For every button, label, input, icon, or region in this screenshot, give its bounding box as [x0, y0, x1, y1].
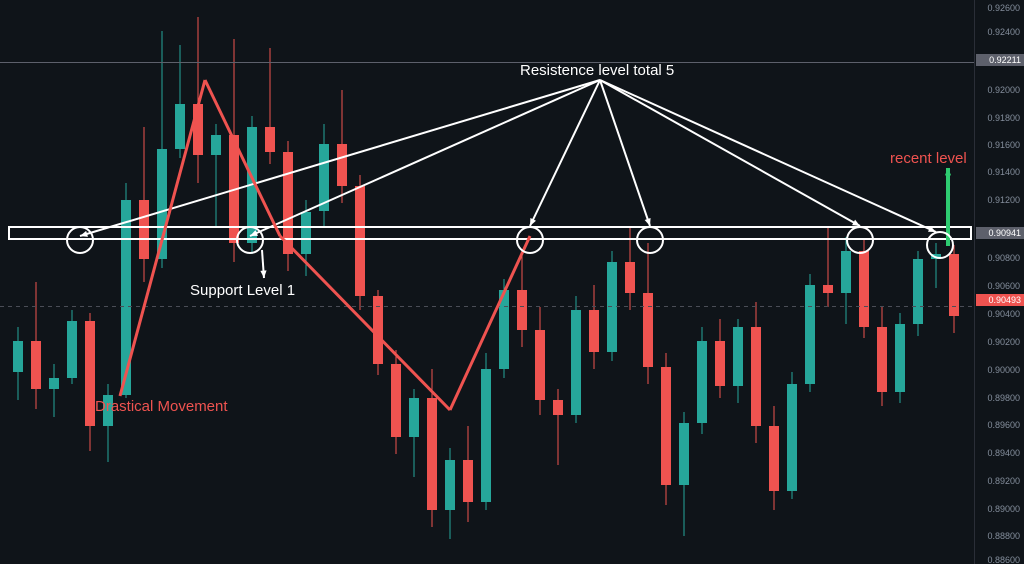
candle [748, 0, 764, 564]
y-axis-label: 0.90600 [987, 281, 1020, 291]
candle [478, 0, 494, 564]
touch-point-circle [636, 226, 664, 254]
candle [334, 0, 350, 564]
horizontal-level-line [0, 62, 974, 63]
candle [604, 0, 620, 564]
y-axis-label: 0.88600 [987, 555, 1020, 564]
candle [712, 0, 728, 564]
candle [28, 0, 44, 564]
price-tag: 0.92211 [976, 54, 1024, 66]
candle [100, 0, 116, 564]
candle [730, 0, 746, 564]
candle [550, 0, 566, 564]
candle [316, 0, 332, 564]
candle [658, 0, 674, 564]
y-axis-label: 0.89200 [987, 476, 1020, 486]
candle [298, 0, 314, 564]
touch-point-circle [516, 226, 544, 254]
candle [694, 0, 710, 564]
candle [496, 0, 512, 564]
touch-point-circle [66, 226, 94, 254]
price-tag: 0.90941 [976, 227, 1024, 239]
candlestick-chart[interactable]: Resistence level total 5Support Level 1D… [0, 0, 1024, 564]
candle [766, 0, 782, 564]
candle [406, 0, 422, 564]
y-axis-label: 0.91800 [987, 113, 1020, 123]
candle [424, 0, 440, 564]
candle [46, 0, 62, 564]
y-axis-label: 0.91200 [987, 195, 1020, 205]
candle [622, 0, 638, 564]
candle [82, 0, 98, 564]
candle [874, 0, 890, 564]
y-axis-label: 0.91400 [987, 167, 1020, 177]
candle [208, 0, 224, 564]
candle [190, 0, 206, 564]
support-resistance-zone [8, 226, 972, 240]
y-axis-label: 0.89800 [987, 393, 1020, 403]
touch-point-circle [846, 226, 874, 254]
candle [442, 0, 458, 564]
candle [388, 0, 404, 564]
candle [10, 0, 26, 564]
candle [514, 0, 530, 564]
candle [154, 0, 170, 564]
y-axis-label: 0.88800 [987, 531, 1020, 541]
candle [892, 0, 908, 564]
candle [676, 0, 692, 564]
candle [640, 0, 656, 564]
candle [802, 0, 818, 564]
y-axis-label: 0.89600 [987, 420, 1020, 430]
candle [928, 0, 944, 564]
candle [784, 0, 800, 564]
candle [586, 0, 602, 564]
y-axis-label: 0.90800 [987, 253, 1020, 263]
candle [226, 0, 242, 564]
candle [838, 0, 854, 564]
candle [280, 0, 296, 564]
candle [532, 0, 548, 564]
candle [352, 0, 368, 564]
candle [244, 0, 260, 564]
candle [262, 0, 278, 564]
candle [172, 0, 188, 564]
y-axis-label: 0.92600 [987, 3, 1020, 13]
candle [136, 0, 152, 564]
candle [370, 0, 386, 564]
candle [64, 0, 80, 564]
candle [460, 0, 476, 564]
y-axis-label: 0.89400 [987, 448, 1020, 458]
candle [946, 0, 962, 564]
y-axis-label: 0.92000 [987, 85, 1020, 95]
y-axis-label: 0.90200 [987, 337, 1020, 347]
y-axis-label: 0.90400 [987, 309, 1020, 319]
y-axis-label: 0.90000 [987, 365, 1020, 375]
y-axis-label: 0.89000 [987, 504, 1020, 514]
y-axis-label: 0.91600 [987, 140, 1020, 150]
candle [118, 0, 134, 564]
touch-point-circle [926, 231, 954, 259]
candle [568, 0, 584, 564]
candle [820, 0, 836, 564]
price-tag: 0.90493 [976, 294, 1024, 306]
candle [910, 0, 926, 564]
y-axis-price-scale[interactable]: 0.92600 0.92400 0.92000 0.91800 0.91600 0.914… [974, 0, 1024, 564]
y-axis-label: 0.92400 [987, 27, 1020, 37]
candle [856, 0, 872, 564]
touch-point-circle [236, 226, 264, 254]
horizontal-level-line [0, 306, 974, 307]
